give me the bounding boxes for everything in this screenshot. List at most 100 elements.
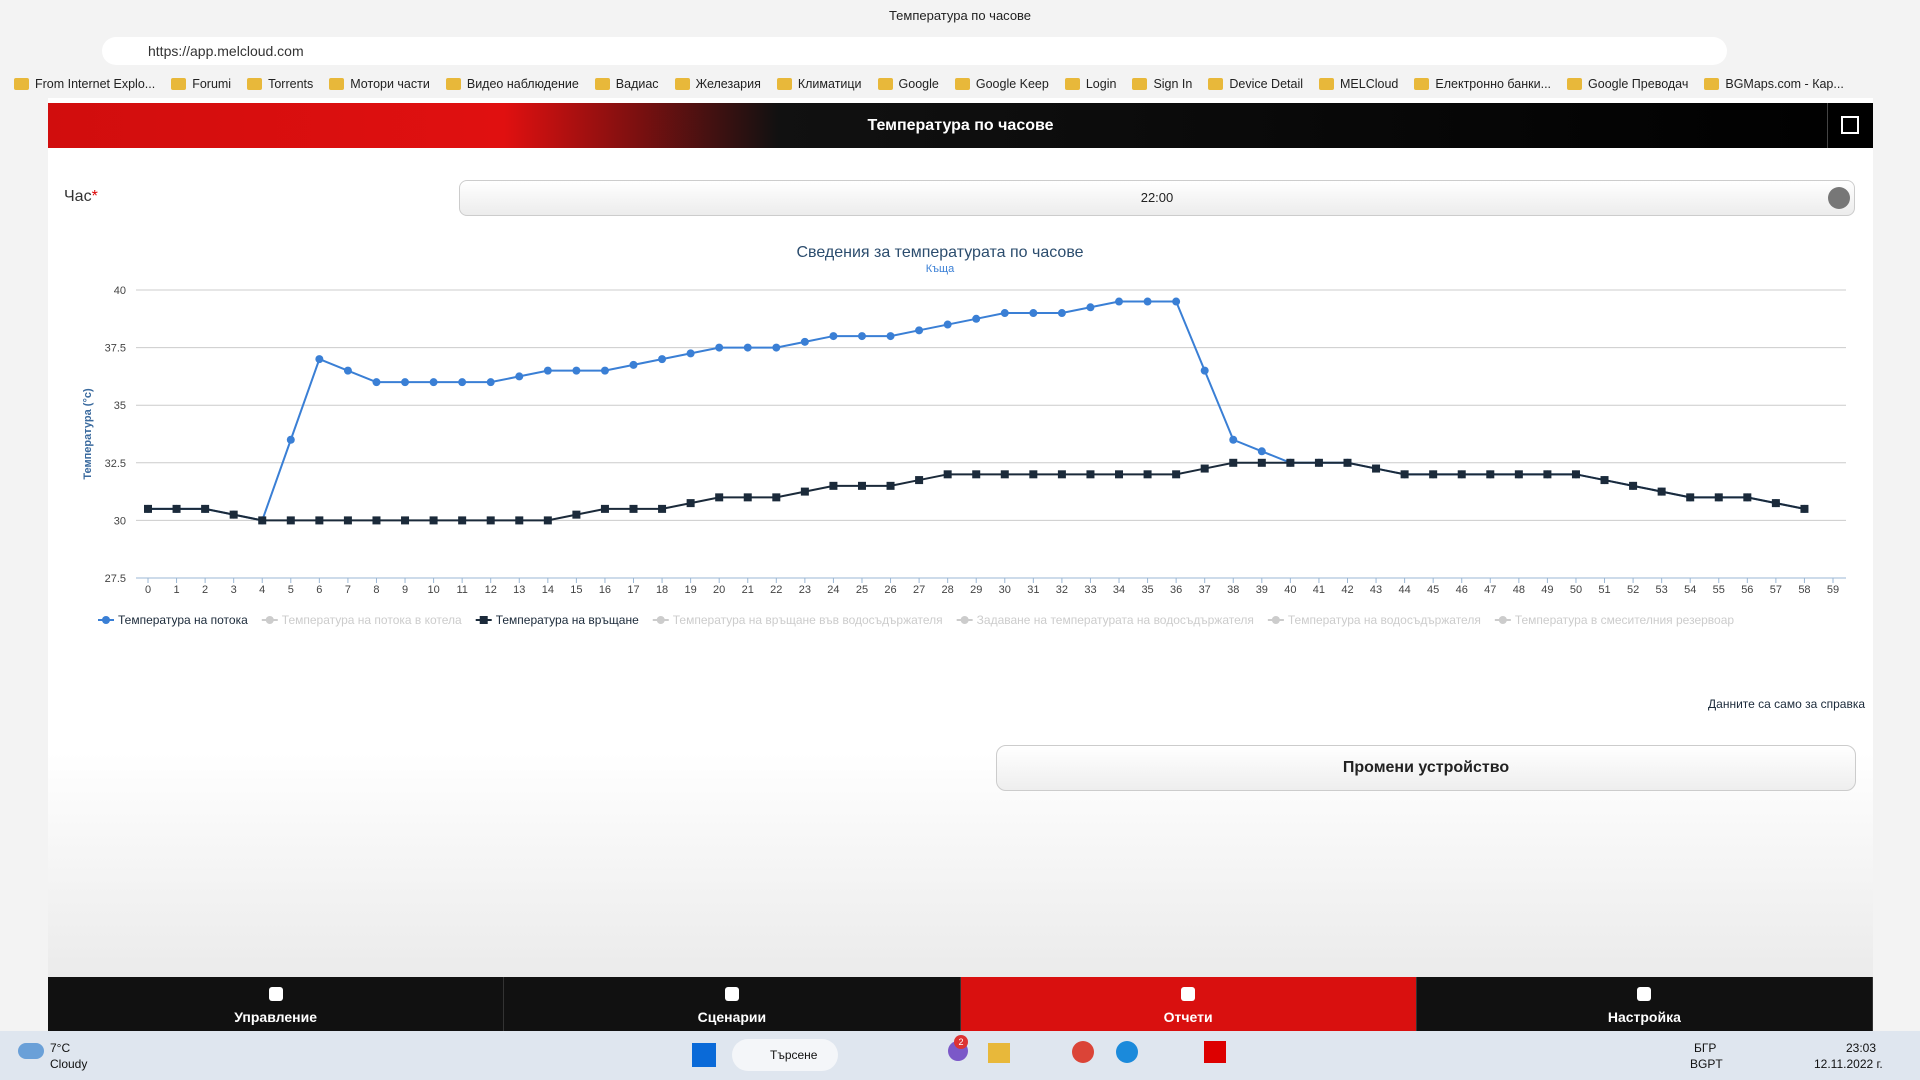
bookmark-label: From Internet Explo... xyxy=(35,77,156,91)
x-tick-label: 28 xyxy=(942,584,954,596)
search-text: Търсене xyxy=(770,1048,818,1062)
nav-item[interactable]: Настройка xyxy=(1416,977,1873,1031)
y-axis-label: Температура (°c) xyxy=(82,388,94,480)
point xyxy=(686,349,695,358)
tab-title[interactable]: Температура по часове xyxy=(888,8,1032,23)
bookmark[interactable]: From Internet Explo... xyxy=(14,77,155,91)
time[interactable]: 23:03 xyxy=(1846,1041,1877,1055)
edge-icon[interactable] xyxy=(1116,1041,1138,1063)
point xyxy=(172,504,181,513)
legend-item[interactable]: Температура на връщане xyxy=(475,613,639,627)
bookmark[interactable]: Forumi xyxy=(171,77,231,91)
legend-item[interactable]: Задаване на температурата на водосъдържа… xyxy=(956,613,1254,627)
pdf-icon[interactable] xyxy=(1204,1041,1226,1063)
start-button[interactable] xyxy=(692,1043,716,1067)
bookmark-icon xyxy=(1567,78,1583,90)
point xyxy=(1229,458,1238,467)
x-tick-label: 50 xyxy=(1570,584,1582,596)
bookmark[interactable]: Login xyxy=(1064,77,1117,91)
x-tick-label: 38 xyxy=(1227,584,1239,596)
x-tick-label: 46 xyxy=(1456,584,1468,596)
bookmark-label: Sign In xyxy=(1153,77,1193,91)
nav-item[interactable]: Отчети xyxy=(960,977,1417,1031)
change-device-button[interactable]: Промени устройство xyxy=(996,745,1856,791)
point xyxy=(1057,309,1066,318)
point xyxy=(258,516,267,525)
point xyxy=(315,516,324,525)
bookmark[interactable]: Sign In xyxy=(1132,77,1192,91)
point xyxy=(1543,470,1552,479)
point xyxy=(972,314,981,323)
bookmark-label: Google xyxy=(898,77,939,91)
bookmark[interactable]: Видео наблюдение xyxy=(445,77,579,91)
hour-select[interactable]: 22:00 xyxy=(459,180,1855,216)
bookmark-label: Login xyxy=(1085,77,1117,91)
legend-item[interactable]: Температура в смесителния резервоар xyxy=(1494,613,1735,627)
bookmark[interactable]: Железария xyxy=(674,77,761,91)
bookmark[interactable]: Torrents xyxy=(247,77,313,91)
bookmark-icon xyxy=(594,78,610,90)
legend-item[interactable]: Температура на потока xyxy=(98,613,248,627)
legend-marker xyxy=(1271,616,1280,624)
nav-item[interactable]: Управление xyxy=(48,977,505,1031)
bookmark-label: Мотори части xyxy=(350,77,430,91)
title-bar: Температура по часове xyxy=(0,0,1920,32)
x-tick-label: 54 xyxy=(1684,584,1696,596)
legend-item[interactable]: Температура на връщане във водосъдържате… xyxy=(652,613,943,627)
x-tick-label: 3 xyxy=(231,584,237,596)
x-tick-label: 42 xyxy=(1341,584,1353,596)
x-tick-label: 14 xyxy=(542,584,554,596)
point xyxy=(886,481,895,490)
bookmark[interactable]: Google Преводач xyxy=(1567,77,1688,91)
left-sidebar xyxy=(0,98,48,1031)
point xyxy=(1743,493,1752,502)
explorer-icon[interactable] xyxy=(988,1043,1010,1063)
point xyxy=(1514,470,1523,479)
bookmark[interactable]: Климатици xyxy=(776,77,862,91)
x-tick-label: 6 xyxy=(316,584,322,596)
point xyxy=(1029,309,1038,318)
hour-label-row: Час* xyxy=(64,188,98,206)
point xyxy=(743,343,752,352)
point xyxy=(857,332,866,341)
exit-button[interactable] xyxy=(1827,103,1873,148)
chrome-icon[interactable] xyxy=(1072,1041,1094,1063)
point xyxy=(629,360,638,369)
x-tick-label: 37 xyxy=(1199,584,1211,596)
x-tick-label: 59 xyxy=(1827,584,1839,596)
y-tick-label: 37.5 xyxy=(105,343,126,355)
point xyxy=(715,343,724,352)
bookmark[interactable]: Мотори части xyxy=(329,77,430,91)
point xyxy=(1115,470,1124,479)
legend-item[interactable]: Температура на потока в котела xyxy=(261,613,462,627)
bookmark[interactable]: Вадиас xyxy=(594,77,659,91)
legend-label: Температура в смесителния резервоар xyxy=(1515,613,1735,627)
point xyxy=(1629,481,1638,490)
bookmark[interactable]: Google xyxy=(877,77,939,91)
point xyxy=(1429,470,1438,479)
nav-item[interactable]: Сценарии xyxy=(504,977,961,1031)
bookmark-label: Видео наблюдение xyxy=(466,77,579,91)
point xyxy=(572,510,581,519)
search-box[interactable]: Търсене xyxy=(732,1039,838,1071)
bookmark[interactable]: Google Keep xyxy=(954,77,1049,91)
bookmark[interactable]: Device Detail xyxy=(1208,77,1303,91)
legend-marker xyxy=(102,616,110,624)
bookmark-icon xyxy=(329,78,345,90)
bookmark-icon xyxy=(674,78,690,90)
bookmark[interactable]: MELCloud xyxy=(1319,77,1398,91)
point xyxy=(1571,470,1580,479)
bookmark[interactable]: Електронно банки... xyxy=(1414,77,1551,91)
point xyxy=(1086,303,1095,312)
point xyxy=(429,516,438,525)
x-tick-label: 20 xyxy=(713,584,725,596)
point xyxy=(658,504,667,513)
url-field[interactable]: https://app.melcloud.com xyxy=(102,37,1727,65)
legend-item[interactable]: Температура на водосъдържателя xyxy=(1267,613,1481,627)
bookmark[interactable]: BGMaps.com - Кар... xyxy=(1704,77,1844,91)
point xyxy=(1200,464,1209,473)
bookmark-label: Климатици xyxy=(797,77,862,91)
lang[interactable]: БГР xyxy=(1694,1041,1717,1055)
point xyxy=(772,493,781,502)
